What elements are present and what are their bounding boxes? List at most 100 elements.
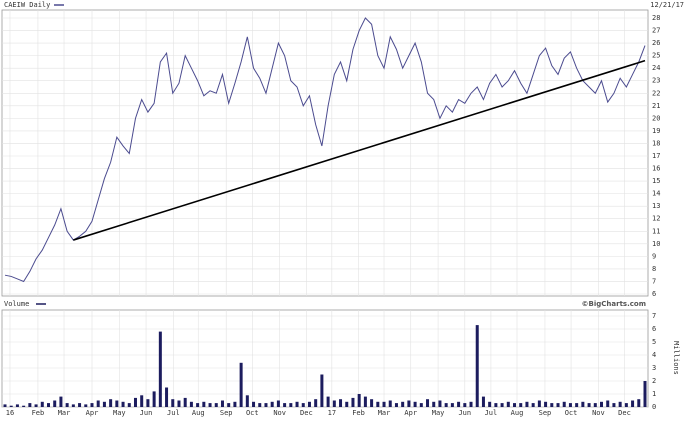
volume-bar xyxy=(65,403,69,407)
y-tick-label: 24 xyxy=(652,64,660,72)
y2-tick-label: 1 xyxy=(652,390,656,398)
volume-bar xyxy=(9,405,13,407)
volume-bar xyxy=(208,403,212,407)
x-tick-label: Feb xyxy=(32,409,45,417)
volume-bar xyxy=(71,404,75,407)
volume-bar xyxy=(481,396,485,407)
volume-bar xyxy=(556,403,560,407)
y-tick-label: 28 xyxy=(652,14,660,22)
volume-bar xyxy=(513,403,517,407)
chart-title: CAEIW Daily xyxy=(4,1,50,9)
volume-bar xyxy=(593,403,597,407)
y-tick-label: 14 xyxy=(652,190,660,198)
volume-bar xyxy=(401,401,405,407)
volume-axis-label: Millions xyxy=(672,341,680,375)
volume-bar xyxy=(388,400,392,407)
volume-bar xyxy=(624,403,628,407)
price-panel xyxy=(1,9,649,297)
volume-bar xyxy=(46,403,50,407)
volume-bar xyxy=(177,400,181,407)
x-tick-label: Aug xyxy=(192,409,205,417)
y-tick-label: 15 xyxy=(652,177,660,185)
volume-bar xyxy=(426,399,430,407)
volume-bar xyxy=(531,403,535,407)
volume-bar xyxy=(637,399,641,407)
y-tick-label: 10 xyxy=(652,240,660,248)
y-tick-label: 12 xyxy=(652,215,660,223)
x-tick-label: Oct xyxy=(565,409,578,417)
volume-bar xyxy=(506,401,510,407)
volume-bar xyxy=(202,401,206,407)
y-tick-label: 23 xyxy=(652,77,660,85)
volume-bar xyxy=(382,401,386,407)
volume-bar xyxy=(15,404,19,407)
volume-bar xyxy=(618,401,622,407)
volume-bar xyxy=(339,399,343,407)
x-tick-label: Nov xyxy=(592,409,605,417)
x-tick-label: Sep xyxy=(539,409,552,417)
source-label: ©BigCharts.com xyxy=(582,300,646,308)
volume-bar xyxy=(587,403,591,407)
volume-bar xyxy=(239,362,243,407)
x-tick-label: May xyxy=(432,409,445,417)
volume-bar xyxy=(320,374,324,407)
volume-bar xyxy=(394,403,398,407)
volume-bar xyxy=(276,400,280,407)
volume-bar xyxy=(544,401,548,407)
volume-bar xyxy=(314,399,318,407)
volume-bar xyxy=(3,404,7,407)
volume-bar xyxy=(34,404,38,407)
volume-title: Volume xyxy=(4,300,29,308)
volume-bar xyxy=(500,403,504,407)
volume-bar xyxy=(575,403,579,407)
volume-bar xyxy=(220,400,224,407)
volume-bar xyxy=(84,404,88,407)
y-tick-label: 11 xyxy=(652,227,660,235)
volume-bar xyxy=(612,403,616,407)
volume-bar xyxy=(258,403,262,407)
volume-bar xyxy=(121,401,125,407)
volume-bar xyxy=(419,403,423,407)
y2-tick-label: 2 xyxy=(652,377,656,385)
volume-bar xyxy=(450,403,454,407)
y-tick-label: 13 xyxy=(652,202,660,210)
volume-bar xyxy=(295,401,299,407)
volume-bar xyxy=(115,400,119,407)
x-tick-label: Dec xyxy=(300,409,313,417)
volume-bar xyxy=(183,397,187,407)
x-tick-label: Jun xyxy=(458,409,471,417)
volume-bar xyxy=(245,395,249,407)
volume-bar xyxy=(307,401,311,407)
volume-bar xyxy=(457,401,461,407)
volume-bar xyxy=(22,405,26,407)
volume-bar xyxy=(227,403,231,407)
volume-bar xyxy=(102,401,106,407)
volume-bar xyxy=(351,397,355,407)
volume-bar xyxy=(413,401,417,407)
volume-bar xyxy=(171,399,175,407)
y-tick-label: 20 xyxy=(652,114,660,122)
x-tick-label: May xyxy=(113,409,126,417)
volume-bar xyxy=(158,331,162,407)
volume-bar xyxy=(494,403,498,407)
x-tick-label: Feb xyxy=(352,409,365,417)
price-line xyxy=(4,17,646,283)
y2-tick-label: 4 xyxy=(652,351,656,359)
x-tick-label: Dec xyxy=(618,409,631,417)
y-tick-label: 25 xyxy=(652,52,660,60)
x-tick-label: Aug xyxy=(511,409,524,417)
volume-panel xyxy=(1,309,649,408)
volume-bar xyxy=(444,403,448,407)
volume-bar xyxy=(469,401,473,407)
volume-bar xyxy=(252,401,256,407)
date-label: 12/21/17 xyxy=(650,1,684,9)
volume-bar xyxy=(90,403,94,407)
volume-bar xyxy=(463,403,467,407)
volume-bar xyxy=(59,396,63,407)
volume-bar xyxy=(233,401,237,407)
y-tick-label: 9 xyxy=(652,252,656,260)
volume-bar xyxy=(345,401,349,407)
volume-bar xyxy=(488,401,492,407)
